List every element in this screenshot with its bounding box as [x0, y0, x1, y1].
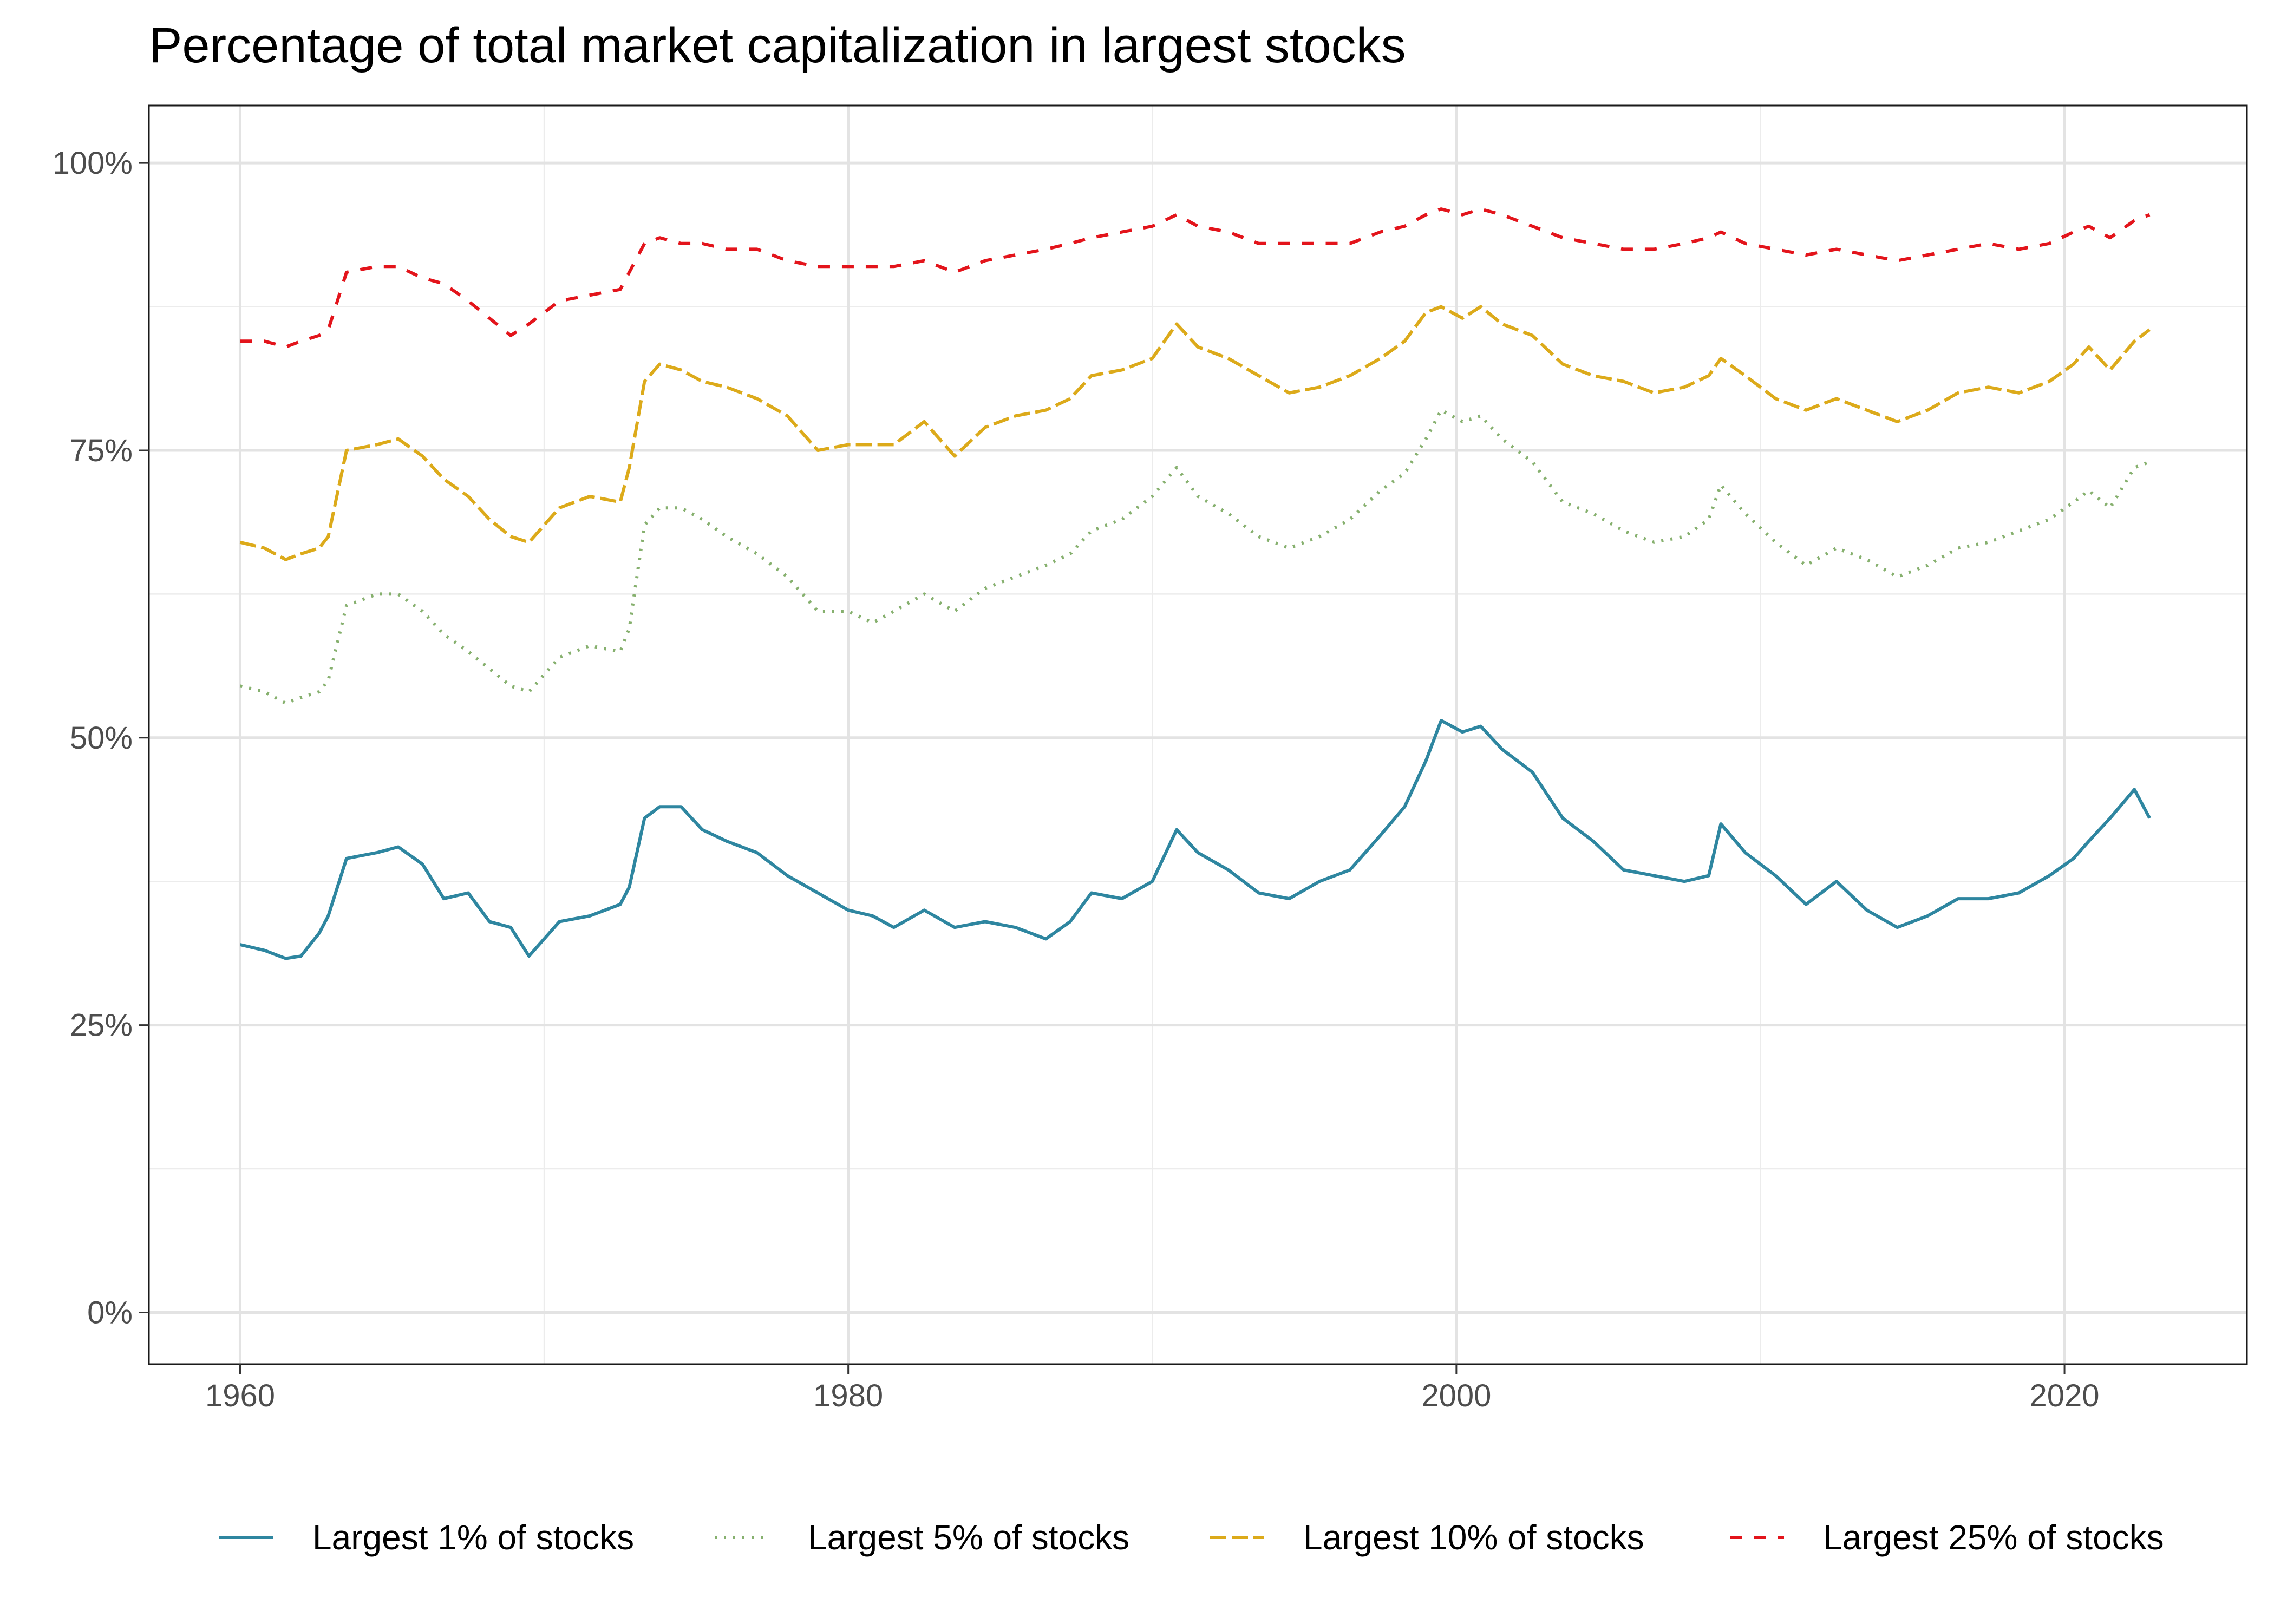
legend: Largest 1% of stocks Largest 5% of stocks… [219, 1518, 2164, 1557]
x-axis: 1960 1980 2000 2020 [205, 1364, 2100, 1413]
chart-title: Percentage of total market capitalizatio… [149, 18, 1406, 73]
series-line-4 [240, 207, 2151, 349]
series-line-3 [239, 305, 2151, 561]
legend-label-1: Largest 1% of stocks [312, 1518, 634, 1557]
y-tick-label: 25% [70, 1008, 133, 1043]
series-line-1 [239, 719, 2151, 960]
y-tick-label: 0% [87, 1295, 133, 1330]
legend-label-2: Largest 5% of stocks [808, 1518, 1129, 1557]
x-tick-label: 2000 [1421, 1378, 1491, 1413]
plot-panel-border [148, 104, 2248, 1365]
x-tick-label: 2020 [2030, 1378, 2100, 1413]
y-tick-label: 100% [53, 146, 133, 181]
y-axis: 0% 25% 50% 75% 100% [53, 146, 149, 1330]
series-line-2 [239, 408, 2151, 705]
grid-major [149, 106, 2247, 1364]
legend-label-3: Largest 10% of stocks [1303, 1518, 1644, 1557]
x-tick-label: 1960 [205, 1378, 275, 1413]
y-tick-label: 75% [70, 433, 133, 468]
x-tick-label: 1980 [813, 1378, 883, 1413]
grid-minor [149, 106, 2247, 1364]
y-tick-label: 50% [70, 721, 133, 756]
series-layer [239, 207, 2151, 960]
legend-label-4: Largest 25% of stocks [1823, 1518, 2164, 1557]
